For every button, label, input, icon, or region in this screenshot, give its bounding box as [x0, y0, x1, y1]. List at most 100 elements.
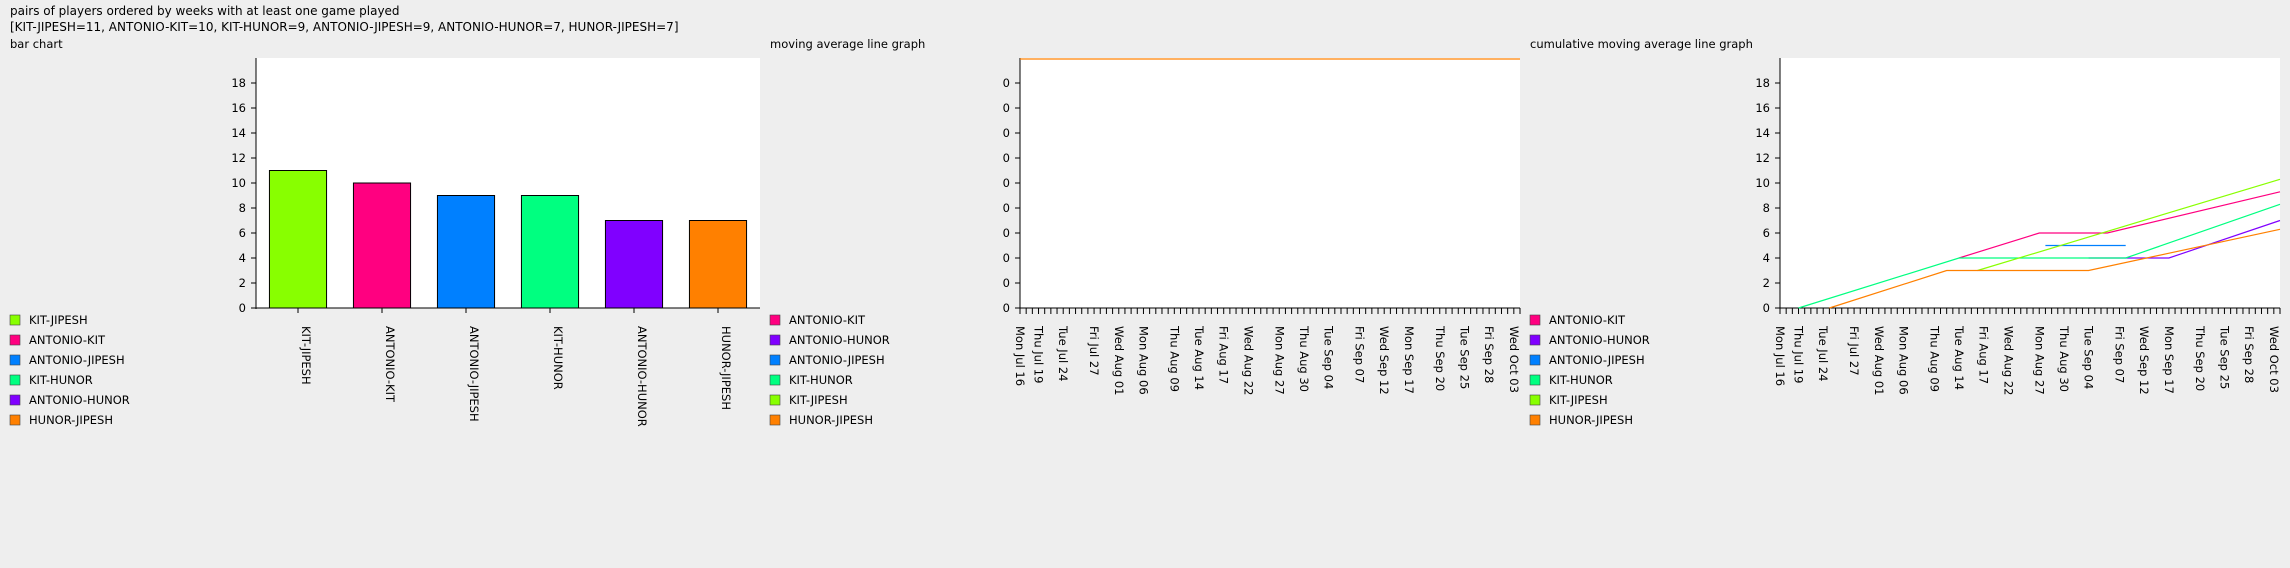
legend-swatch-0-hunor-jipesh: [9, 414, 21, 426]
legend-swatch-0-kit-jipesh: [9, 314, 21, 326]
x-tick-label-2-18: Fri Sep 28: [2242, 326, 2256, 383]
x-tick-label-1-18: Fri Sep 28: [1482, 326, 1496, 383]
legend-label-0-kit-hunor: KIT-HUNOR: [29, 373, 93, 387]
x-tick-label-1-16: Thu Sep 20: [1433, 325, 1447, 391]
x-tick-label-0-hunor-jipesh: HUNOR-JIPESH: [719, 326, 733, 410]
x-tick-label-1-5: Mon Aug 06: [1136, 326, 1150, 395]
y-tick-label-0-5: 10: [231, 176, 246, 190]
legend-label-2-antonio-jipesh: ANTONIO-JIPESH: [1549, 353, 1645, 367]
x-tick-label-1-8: Fri Aug 17: [1217, 326, 1231, 384]
x-tick-label-0-antonio-jipesh: ANTONIO-JIPESH: [467, 326, 481, 422]
x-tick-label-1-11: Thu Aug 30: [1297, 325, 1311, 392]
x-tick-label-1-17: Tue Sep 25: [1457, 325, 1471, 389]
x-tick-label-2-11: Thu Aug 30: [2057, 325, 2071, 392]
y-tick-label-0-3: 6: [239, 226, 246, 240]
bar-kit-hunor: [520, 195, 580, 309]
y-tick-label-1-3: 0: [1003, 226, 1010, 240]
legend-label-0-antonio-hunor: ANTONIO-HUNOR: [29, 393, 130, 407]
y-tick-label-1-6: 0: [1003, 151, 1010, 165]
x-tick-label-2-14: Wed Sep 12: [2137, 326, 2151, 395]
legend-label-2-antonio-hunor: ANTONIO-HUNOR: [1549, 333, 1650, 347]
legend-swatch-1-kit-hunor: [769, 374, 781, 386]
y-tick-label-2-9: 18: [1755, 76, 1770, 90]
y-tick-label-0-7: 14: [231, 126, 246, 140]
legend-swatch-2-antonio-jipesh: [1529, 354, 1541, 366]
legend-swatch-0-antonio-kit: [9, 334, 21, 346]
y-tick-label-0-0: 0: [239, 301, 246, 315]
legend-swatch-1-antonio-kit: [769, 314, 781, 326]
legend-label-2-antonio-kit: ANTONIO-KIT: [1549, 313, 1626, 327]
legend-label-2-kit-jipesh: KIT-JIPESH: [1549, 393, 1608, 407]
legend-label-1-antonio-kit: ANTONIO-KIT: [789, 313, 866, 327]
x-tick-label-2-1: Thu Jul 19: [1792, 325, 1806, 383]
legend-label-0-antonio-jipesh: ANTONIO-JIPESH: [29, 353, 125, 367]
x-tick-label-2-7: Tue Aug 14: [1952, 325, 1966, 390]
y-tick-label-0-8: 16: [231, 101, 246, 115]
y-tick-label-1-9: 0: [1003, 76, 1010, 90]
chart-title-1: moving average line graph: [770, 37, 925, 51]
x-tick-label-2-13: Fri Sep 07: [2113, 326, 2127, 383]
series-line-2-antonio-kit: [1958, 191, 2281, 259]
page-title: pairs of players ordered by weeks with a…: [10, 4, 400, 18]
legend-label-1-kit-hunor: KIT-HUNOR: [789, 373, 853, 387]
legend-label-1-hunor-jipesh: HUNOR-JIPESH: [789, 413, 873, 427]
y-tick-label-1-5: 0: [1003, 176, 1010, 190]
legend-swatch-2-antonio-kit: [1529, 314, 1541, 326]
legend-swatch-0-kit-hunor: [9, 374, 21, 386]
y-tick-label-1-7: 0: [1003, 126, 1010, 140]
legend-label-2-hunor-jipesh: HUNOR-JIPESH: [1549, 413, 1633, 427]
x-tick-label-2-0: Mon Jul 16: [1773, 326, 1787, 386]
chart-title-0: bar chart: [10, 37, 63, 51]
x-tick-label-2-8: Fri Aug 17: [1977, 326, 1991, 384]
bar-kit-jipesh: [268, 170, 328, 309]
x-tick-label-1-19: Wed Oct 03: [1507, 326, 1521, 393]
legend-swatch-2-kit-hunor: [1529, 374, 1541, 386]
x-tick-label-1-15: Mon Sep 17: [1402, 326, 1416, 394]
x-tick-label-1-9: Wed Aug 22: [1241, 326, 1255, 395]
x-tick-label-1-12: Tue Sep 04: [1322, 325, 1336, 389]
legend-swatch-1-antonio-jipesh: [769, 354, 781, 366]
legend-swatch-0-antonio-hunor: [9, 394, 21, 406]
x-tick-label-1-0: Mon Jul 16: [1013, 326, 1027, 386]
legend-swatch-1-hunor-jipesh: [769, 414, 781, 426]
plot-area-0: [256, 58, 760, 308]
bar-antonio-jipesh: [436, 195, 496, 309]
x-tick-label-1-4: Wed Aug 01: [1112, 326, 1126, 395]
series-line-2-kit-jipesh: [1977, 178, 2281, 272]
legend-swatch-2-antonio-hunor: [1529, 334, 1541, 346]
legend-label-1-kit-jipesh: KIT-JIPESH: [789, 393, 848, 407]
x-tick-label-1-2: Tue Jul 24: [1056, 325, 1070, 381]
y-tick-label-0-9: 18: [231, 76, 246, 90]
x-tick-label-0-antonio-hunor: ANTONIO-HUNOR: [635, 326, 649, 427]
x-tick-label-2-16: Thu Sep 20: [2193, 325, 2207, 391]
x-tick-label-2-12: Tue Sep 04: [2082, 325, 2096, 389]
y-tick-label-2-2: 4: [1763, 251, 1770, 265]
x-tick-label-1-7: Tue Aug 14: [1192, 325, 1206, 390]
y-tick-label-2-7: 14: [1755, 126, 1770, 140]
legend-label-1-antonio-hunor: ANTONIO-HUNOR: [789, 333, 890, 347]
x-tick-label-1-14: Wed Sep 12: [1377, 326, 1391, 395]
legend-label-2-kit-hunor: KIT-HUNOR: [1549, 373, 1613, 387]
plot-area-1: [1020, 58, 1520, 308]
x-tick-label-0-antonio-kit: ANTONIO-KIT: [383, 326, 397, 403]
x-tick-label-0-kit-jipesh: KIT-JIPESH: [299, 326, 313, 385]
y-tick-label-1-1: 0: [1003, 276, 1010, 290]
bar-hunor-jipesh: [688, 220, 748, 309]
legend-swatch-2-kit-jipesh: [1529, 394, 1541, 406]
y-tick-label-2-1: 2: [1763, 276, 1770, 290]
legend-swatch-0-antonio-jipesh: [9, 354, 21, 366]
x-tick-label-1-1: Thu Jul 19: [1032, 325, 1046, 383]
x-tick-label-2-6: Thu Aug 09: [1927, 325, 1941, 392]
x-tick-label-1-10: Mon Aug 27: [1272, 326, 1286, 395]
y-tick-label-1-4: 0: [1003, 201, 1010, 215]
x-tick-label-2-3: Fri Jul 27: [1847, 326, 1861, 376]
legend-swatch-1-kit-jipesh: [769, 394, 781, 406]
bar-antonio-hunor: [604, 220, 664, 309]
legend-label-0-kit-jipesh: KIT-JIPESH: [29, 313, 88, 327]
y-tick-label-2-4: 8: [1763, 201, 1770, 215]
y-tick-label-2-6: 12: [1755, 151, 1770, 165]
y-tick-label-1-0: 0: [1003, 301, 1010, 315]
legend-label-0-antonio-kit: ANTONIO-KIT: [29, 333, 106, 347]
x-tick-label-2-10: Mon Aug 27: [2032, 326, 2046, 395]
